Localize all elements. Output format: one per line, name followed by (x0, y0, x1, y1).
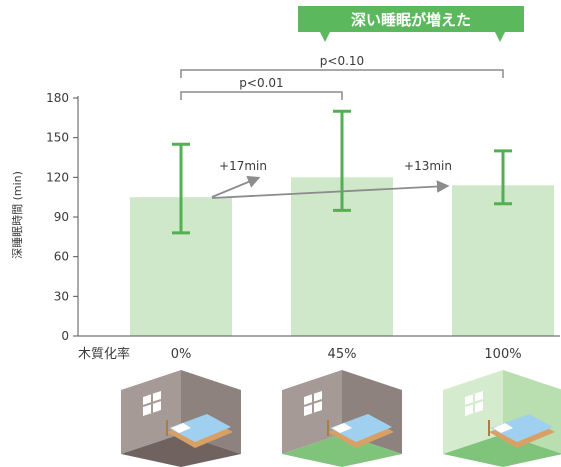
increase-label-1: +13min (404, 159, 452, 173)
y-tick-label-6: 180 (46, 91, 69, 105)
bed-icon (327, 414, 394, 448)
significance-bracket-0 (180, 91, 343, 100)
window-icon (464, 391, 484, 416)
bed-icon (166, 414, 233, 448)
window-icon (142, 391, 162, 416)
room-icon-100pct (443, 370, 561, 467)
window-icon (303, 391, 323, 416)
x-tick-label-0: 0% (171, 347, 192, 362)
bed-icon (488, 414, 555, 448)
significance-label-0: p<0.01 (239, 76, 283, 90)
result-banner: 深い睡眠が増えた (298, 6, 524, 42)
y-tick-label-2: 60 (54, 250, 69, 264)
error-bar-2 (494, 149, 512, 206)
y-tick-label-0: 0 (61, 329, 69, 343)
room-floor-0 (121, 434, 241, 467)
error-bars-layer (172, 109, 512, 235)
y-axis-label: 深睡眠時間 (min) (11, 171, 24, 259)
room-illustrations (121, 370, 561, 467)
y-tick-label-3: 90 (54, 210, 69, 224)
bed-pillow (493, 423, 513, 433)
window-mullion-h (303, 399, 323, 407)
room-floor-1 (282, 434, 402, 467)
significance-label-1: p<0.10 (320, 54, 364, 68)
increase-arrows: +17min +13min (211, 159, 452, 199)
y-tick-label-5: 150 (46, 131, 69, 145)
error-bar-1 (333, 109, 351, 212)
axes: 0% 45% 100% 0 30 60 90 120 150 180 (46, 91, 560, 362)
bed-blanket (330, 414, 392, 442)
room-icon-45pct (282, 370, 402, 467)
banner-text: 深い睡眠が増えた (351, 11, 471, 29)
bed-blanket (169, 414, 231, 442)
window-mullion-h (464, 399, 484, 407)
bed-pillow (332, 423, 352, 433)
y-tick-label-4: 120 (46, 170, 69, 184)
error-bar-0 (172, 142, 190, 235)
bed-blanket (491, 414, 553, 442)
room-icon-0pct (121, 370, 241, 467)
x-tick-label-2: 100% (484, 347, 521, 362)
x-tick-label-1: 45% (328, 347, 357, 362)
x-axis-label: 木質化率 (78, 346, 130, 362)
increase-arrow-1 (211, 180, 450, 199)
window-mullion-h (142, 399, 162, 407)
room-floor-2 (443, 434, 561, 467)
bed-pillow (171, 423, 191, 433)
bar-2 (452, 185, 554, 336)
significance-bracket-1 (180, 69, 504, 78)
increase-label-0: +17min (219, 159, 267, 173)
banner-shape (298, 6, 524, 42)
y-tick-label-1: 30 (54, 289, 69, 303)
significance-brackets: p<0.01 p<0.10 (180, 54, 504, 100)
increase-arrow-0 (211, 176, 261, 198)
